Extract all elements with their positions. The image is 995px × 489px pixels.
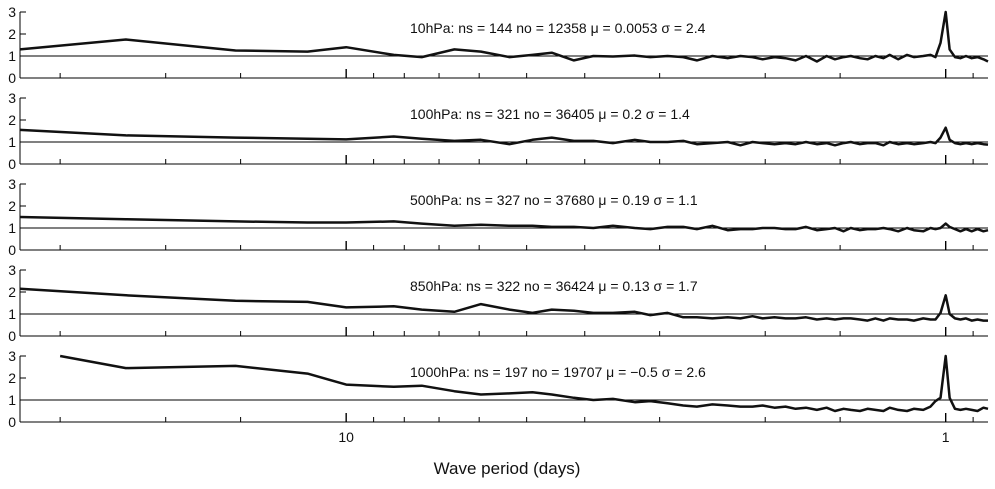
y-tick-label-2-2: 2 (8, 198, 16, 214)
series-line-1 (19, 126, 989, 147)
x-axis-title: Wave period (days) (434, 459, 581, 478)
panel-annotation-3: 850hPa: ns = 322 no = 36424 μ = 0.13 σ =… (410, 278, 698, 294)
y-tick-label-0-1: 1 (8, 48, 16, 64)
y-tick-label-4-3: 3 (8, 348, 16, 364)
x-tick-label-0: 10 (338, 429, 354, 445)
y-tick-label-4-1: 1 (8, 392, 16, 408)
series-line-4 (59, 354, 989, 413)
y-tick-label-3-0: 0 (8, 328, 16, 344)
y-tick-label-3-1: 1 (8, 306, 16, 322)
y-tick-label-4-2: 2 (8, 370, 16, 386)
y-tick-label-3-2: 2 (8, 284, 16, 300)
panel-annotation-2: 500hPa: ns = 327 no = 37680 μ = 0.19 σ =… (410, 192, 698, 208)
panel-annotation-1: 100hPa: ns = 321 no = 36405 μ = 0.2 σ = … (410, 106, 690, 122)
y-tick-label-2-1: 1 (8, 220, 16, 236)
y-tick-label-2-0: 0 (8, 242, 16, 258)
y-tick-label-1-2: 2 (8, 112, 16, 128)
series-line-3 (19, 287, 988, 322)
x-tick-label-1: 1 (942, 429, 950, 445)
y-tick-label-0-0: 0 (8, 70, 16, 86)
panel-annotation-4: 1000hPa: ns = 197 no = 19707 μ = −0.5 σ … (410, 364, 706, 380)
y-tick-label-1-3: 3 (8, 90, 16, 106)
panel-annotation-0: 10hPa: ns = 144 no = 12358 μ = 0.0053 σ … (410, 20, 706, 36)
y-tick-label-1-1: 1 (8, 134, 16, 150)
y-tick-label-3-3: 3 (8, 262, 16, 278)
y-tick-label-4-0: 0 (8, 414, 16, 430)
y-tick-label-2-3: 3 (8, 176, 16, 192)
y-tick-label-0-2: 2 (8, 26, 16, 42)
y-tick-label-0-3: 3 (8, 4, 16, 20)
y-tick-label-1-0: 0 (8, 156, 16, 172)
series-line-2 (19, 215, 989, 233)
series-line-0 (19, 10, 989, 63)
